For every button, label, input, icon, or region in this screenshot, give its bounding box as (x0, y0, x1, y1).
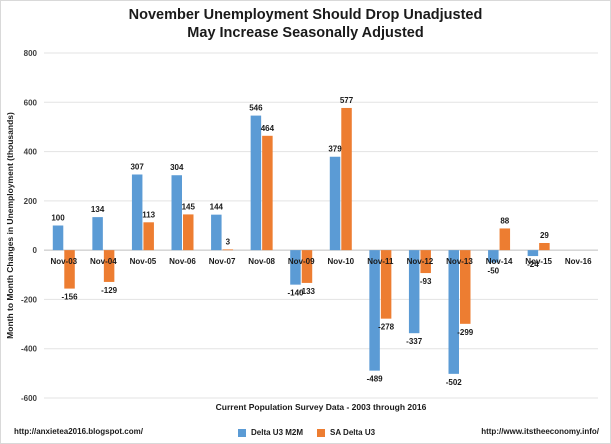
bar (527, 250, 539, 257)
y-tick-label: 600 (24, 98, 38, 107)
y-tick-label: -600 (21, 394, 38, 403)
bar (92, 217, 103, 251)
y-tick-label: -200 (21, 295, 38, 304)
legend: Delta U3 M2M SA Delta U3 (238, 428, 389, 437)
bar (369, 250, 380, 371)
x-category-label: Nov-16 (565, 257, 592, 266)
bar (301, 250, 313, 283)
data-label: 88 (500, 216, 509, 225)
chart-title: November Unemployment Should Drop Unadju… (128, 7, 483, 23)
footer-source-right: http://www.itstheeconomy.info/ (481, 427, 599, 436)
x-category-label: Nov-08 (248, 257, 275, 266)
x-category-label: Nov-03 (50, 257, 77, 266)
legend-label-series-2: SA Delta U3 (330, 428, 376, 437)
x-category-label: Nov-04 (90, 257, 117, 266)
x-category-label: Nov-14 (486, 257, 513, 266)
x-category-label: Nov-11 (367, 257, 394, 266)
data-label: 144 (210, 203, 224, 212)
x-category-label: Nov-12 (407, 257, 434, 266)
data-label: 304 (170, 163, 184, 172)
y-tick-label: 800 (24, 49, 38, 58)
bar (460, 250, 471, 324)
bar (250, 115, 262, 251)
data-label: 464 (261, 124, 275, 133)
legend-swatch-series-2 (317, 428, 326, 437)
data-label: 113 (142, 210, 155, 219)
data-label: 3 (226, 237, 231, 246)
x-category-label: Nov-06 (169, 257, 196, 266)
data-label: 307 (130, 162, 144, 171)
bar (499, 228, 511, 251)
x-category-label: Nov-09 (288, 257, 315, 266)
data-label: 145 (182, 202, 196, 211)
data-label: -129 (101, 286, 118, 295)
bar (103, 250, 115, 282)
data-label: -50 (488, 266, 500, 275)
bar (329, 156, 341, 251)
x-category-label: Nov-05 (130, 257, 157, 266)
data-label: 546 (249, 104, 263, 113)
bar (448, 250, 459, 374)
bar (488, 250, 499, 263)
x-category-label: Nov-15 (525, 257, 552, 266)
data-label: -24 (527, 260, 539, 269)
x-category-label: Nov-07 (209, 257, 236, 266)
footer-source-left: http://anxietea2016.blogspot.com/ (14, 427, 143, 436)
y-tick-label: 200 (24, 197, 38, 206)
bar (183, 214, 194, 251)
y-tick-label: 0 (33, 246, 38, 255)
data-label: -93 (420, 277, 432, 286)
y-tick-label: -400 (21, 345, 38, 354)
bar (539, 242, 550, 251)
bar (64, 250, 75, 289)
x-category-label: Nov-10 (327, 257, 354, 266)
bar (380, 250, 392, 319)
data-label: 29 (540, 231, 549, 240)
data-label: -156 (62, 293, 79, 302)
data-label: -502 (446, 378, 463, 387)
y-axis-title: Month to Month Changes in Unemployment (… (5, 112, 15, 339)
x-axis-title: Current Population Survey Data - 2003 th… (216, 402, 427, 412)
bar (408, 250, 420, 334)
data-label: 100 (51, 214, 65, 223)
legend-label-series-1: Delta U3 M2M (251, 428, 304, 437)
bar (222, 249, 234, 251)
y-tick-label: 400 (24, 148, 38, 157)
data-label: 379 (328, 145, 342, 154)
legend-swatch-series-1 (238, 428, 246, 437)
bar (171, 175, 182, 251)
data-label: 134 (91, 205, 105, 214)
legend-item-series-2: SA Delta U3 (317, 428, 375, 437)
bar (131, 174, 143, 251)
bar (420, 250, 431, 274)
x-category-label: Nov-13 (446, 257, 473, 266)
bar (52, 225, 64, 251)
legend-item-series-1: Delta U3 M2M (238, 428, 303, 437)
bar (262, 135, 273, 251)
bar (341, 107, 352, 251)
data-label: -337 (406, 337, 423, 346)
chart-title-block: November Unemployment Should Drop Unadju… (0, 6, 611, 42)
chart-subtitle: May Increase Seasonally Adjusted (187, 25, 424, 41)
bar (143, 222, 154, 251)
bar (211, 214, 222, 251)
data-label: -489 (367, 375, 384, 384)
data-label: -140 (287, 289, 304, 298)
data-label: -299 (457, 328, 474, 337)
bar (290, 250, 301, 285)
data-label: -278 (378, 323, 395, 332)
data-label: -133 (299, 287, 316, 296)
data-label: 577 (340, 96, 354, 105)
